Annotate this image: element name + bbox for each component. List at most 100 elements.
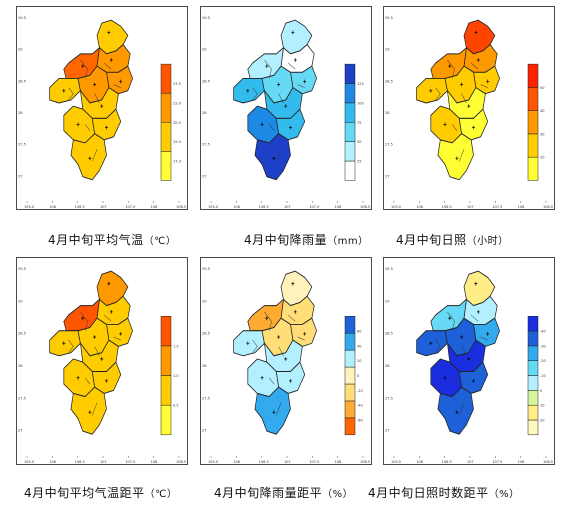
legend-swatch <box>527 63 539 88</box>
legend-label: 20 <box>357 359 361 363</box>
legend-swatch <box>527 330 539 347</box>
y-tick-label: 29.5 <box>385 267 393 271</box>
county-boundary <box>68 339 74 353</box>
province-map <box>49 19 133 181</box>
county-boundary <box>104 314 112 322</box>
x-tick-label: 106.5 <box>259 460 269 464</box>
legend-label: 0 <box>357 374 359 378</box>
x-tick-label: 106.5 <box>442 460 452 464</box>
province-map <box>416 270 500 435</box>
legend: 17.3 19.0 20.5 22.0 23.5 <box>160 63 181 181</box>
county-boundary <box>459 402 465 416</box>
legend-swatch <box>527 156 539 181</box>
x-tick-label: 108 <box>335 460 342 464</box>
legend-label: 20.5 <box>173 121 181 125</box>
x-tick-label: 106 <box>416 205 423 209</box>
x-tick-label: 107 <box>100 460 107 464</box>
city-marker <box>455 410 459 415</box>
legend-label: 20 <box>540 156 544 160</box>
legend-label: 75 <box>357 121 361 125</box>
x-tick-label: 107.5 <box>125 460 135 464</box>
x-tick-label: 105.0 <box>24 205 34 209</box>
x-tick-label: 106 <box>49 460 56 464</box>
legend-label: 1.5 <box>173 344 179 348</box>
y-tick-label: 28 <box>18 364 22 368</box>
x-tick-label: 105.0 <box>208 205 218 209</box>
caption-temp: 4月中旬平均气温（℃） <box>48 231 176 248</box>
y-tick-label: 27 <box>18 174 22 178</box>
legend-label: 0.5 <box>173 404 179 408</box>
map-temp-anom: 105.0 106 106.5 107 107.5 108 108.5 29.5 29 28.5 2… <box>18 267 186 464</box>
city-marker <box>62 341 66 346</box>
county-boundary <box>461 93 467 104</box>
x-tick-label: 108 <box>335 205 342 209</box>
map-precip-anom: 105.0 106 106.5 107 107.5 108 108.5 29.5 29 28.5 2… <box>202 267 370 464</box>
x-tick-label: 108.5 <box>360 205 370 209</box>
y-tick-label: 29.5 <box>202 16 210 20</box>
legend-swatch <box>527 404 539 421</box>
county-boundary <box>435 339 441 353</box>
county-boundary <box>276 148 282 162</box>
county-boundary <box>264 59 272 79</box>
city-marker <box>109 310 113 314</box>
x-tick-label: 108.5 <box>543 205 553 209</box>
city-marker <box>93 335 97 339</box>
legend-swatch <box>527 390 539 406</box>
legend-swatch <box>527 419 539 436</box>
x-tick-label: 106 <box>233 205 240 209</box>
caption-precip: 4月中旬降雨量（mm） <box>244 231 369 248</box>
y-tick-label: 27 <box>202 429 206 433</box>
legend-swatch <box>527 345 539 361</box>
y-tick-label: 27 <box>385 174 389 178</box>
caption-sun-unit: （小时） <box>466 236 509 247</box>
county-boundary <box>288 314 296 322</box>
county-boundary <box>94 346 100 356</box>
legend-swatch <box>160 315 172 347</box>
caption-precip-anom-text: 4月中旬降雨量距平 <box>214 486 323 500</box>
x-tick-label: 105.0 <box>24 460 34 464</box>
city-marker <box>105 379 108 383</box>
city-marker <box>284 104 288 108</box>
city-marker <box>448 316 452 321</box>
legend-label: 50 <box>540 86 544 90</box>
y-tick-label: 29 <box>18 48 22 52</box>
legend-label: -40 <box>357 404 363 408</box>
city-marker <box>246 341 250 346</box>
county-boundary <box>252 87 258 101</box>
y-tick-label: 28 <box>385 364 389 368</box>
county-boundary <box>288 62 296 70</box>
y-tick-label: 29 <box>18 299 22 303</box>
y-tick-label: 27 <box>202 174 206 178</box>
legend-label: 20 <box>540 418 544 422</box>
city-marker <box>88 410 92 415</box>
map-panel-sun: 105.0 106 106.5 107 107.5 108 108.5 29.5 29 28.5 2… <box>383 6 555 210</box>
city-marker <box>284 357 288 361</box>
y-tick-label: 28.5 <box>202 79 210 83</box>
caption-temp-anom-unit: （℃） <box>144 489 178 500</box>
legend-swatch <box>344 332 356 351</box>
x-tick-label: 108 <box>518 460 525 464</box>
city-marker <box>474 30 478 35</box>
y-tick-label: 28.5 <box>18 332 26 336</box>
x-tick-label: 105.0 <box>208 460 218 464</box>
province-map <box>233 19 317 181</box>
caption-sun-anom-unit: （%） <box>488 489 520 500</box>
map-region <box>70 386 107 435</box>
legend-swatch <box>344 122 356 142</box>
y-tick-label: 29 <box>202 48 206 52</box>
map-region <box>437 386 474 435</box>
caption-precip-anom-unit: （%） <box>322 489 354 500</box>
legend-label: 10 <box>540 404 544 408</box>
city-marker <box>272 156 276 161</box>
city-marker <box>486 331 490 336</box>
county-boundary <box>85 377 91 385</box>
city-marker <box>109 58 113 62</box>
city-marker <box>476 58 480 62</box>
x-tick-label: 105.0 <box>391 205 401 209</box>
county-boundary <box>94 93 100 104</box>
city-marker <box>265 316 269 321</box>
city-marker <box>486 79 490 84</box>
legend: 0.5 1.0 1.5 <box>160 315 179 436</box>
county-boundary <box>452 377 458 385</box>
county-boundary <box>113 84 121 88</box>
